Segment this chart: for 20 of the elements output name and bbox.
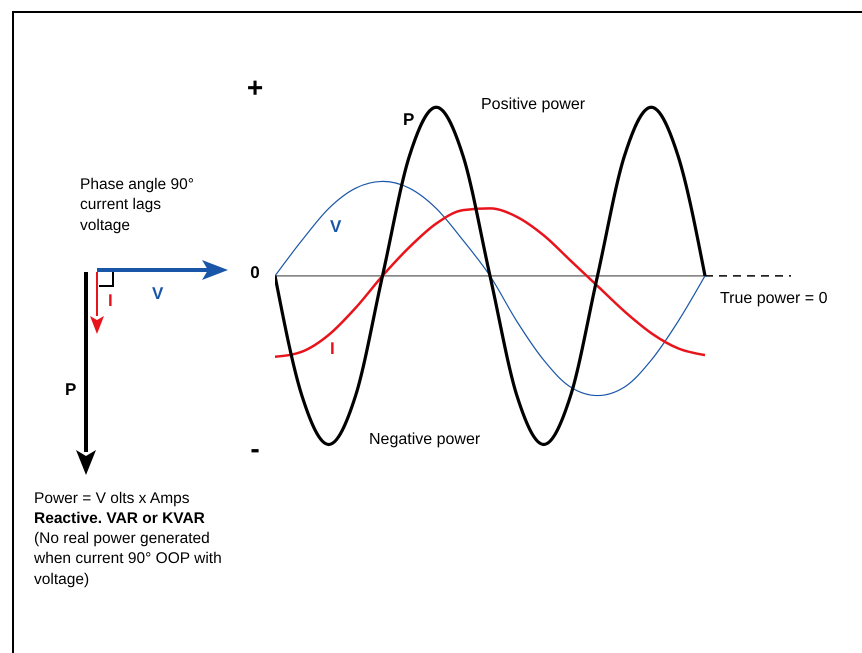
text: Reactive. VAR or KVAR <box>34 510 205 527</box>
text: P <box>65 380 76 399</box>
text: 0 <box>250 263 260 282</box>
text: when current 90° OOP with <box>33 550 222 567</box>
annotation: Negative power <box>369 431 481 448</box>
ref-line-label: True power = 0 <box>720 290 828 307</box>
annotation: Positive power <box>481 96 586 113</box>
text: + <box>246 72 264 103</box>
text: voltage) <box>34 571 90 588</box>
text: voltage <box>80 217 130 234</box>
text: (No real power generated <box>34 530 210 547</box>
series-label: P <box>403 110 414 129</box>
text: current lags <box>80 196 162 213</box>
text: - <box>250 433 260 464</box>
text: V <box>152 284 164 303</box>
text: Phase angle 90° <box>80 176 194 193</box>
text: I <box>108 291 113 310</box>
text: Power = V olts x Amps <box>34 490 190 507</box>
series-label: I <box>330 339 335 358</box>
series-label: V <box>330 217 342 236</box>
